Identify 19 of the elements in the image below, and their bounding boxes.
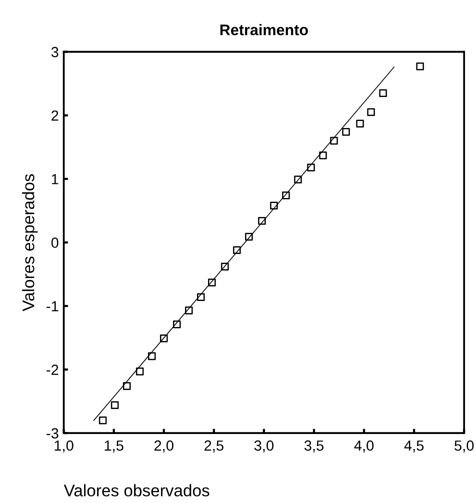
x-tick-label: 3,5 [304, 440, 324, 452]
y-tick-label: 0 [51, 238, 58, 248]
x-tick-label: 4,0 [354, 440, 374, 452]
x-tick-label: 2,5 [204, 440, 224, 452]
y-tick-label: -3 [46, 428, 58, 439]
x-tick-label: 1,0 [54, 440, 74, 452]
x-tick-label: 1,5 [104, 440, 124, 452]
y-axis-title: Valores esperados [22, 174, 38, 312]
x-tick-label: 4,5 [404, 440, 424, 452]
x-tick-label: 3,0 [254, 440, 274, 452]
y-tick-label: -2 [46, 364, 58, 375]
y-tick-label: -1 [46, 301, 58, 312]
x-tick-label: 2,0 [154, 440, 174, 452]
y-tick-label: 1 [52, 174, 58, 184]
chart-title: Retraimento [220, 24, 308, 36]
y-tick-label: 2 [52, 110, 58, 121]
y-tick-label: 3 [51, 46, 58, 58]
x-tick-label: 5,0 [454, 440, 474, 452]
x-axis-title: Valores observados [64, 484, 210, 496]
